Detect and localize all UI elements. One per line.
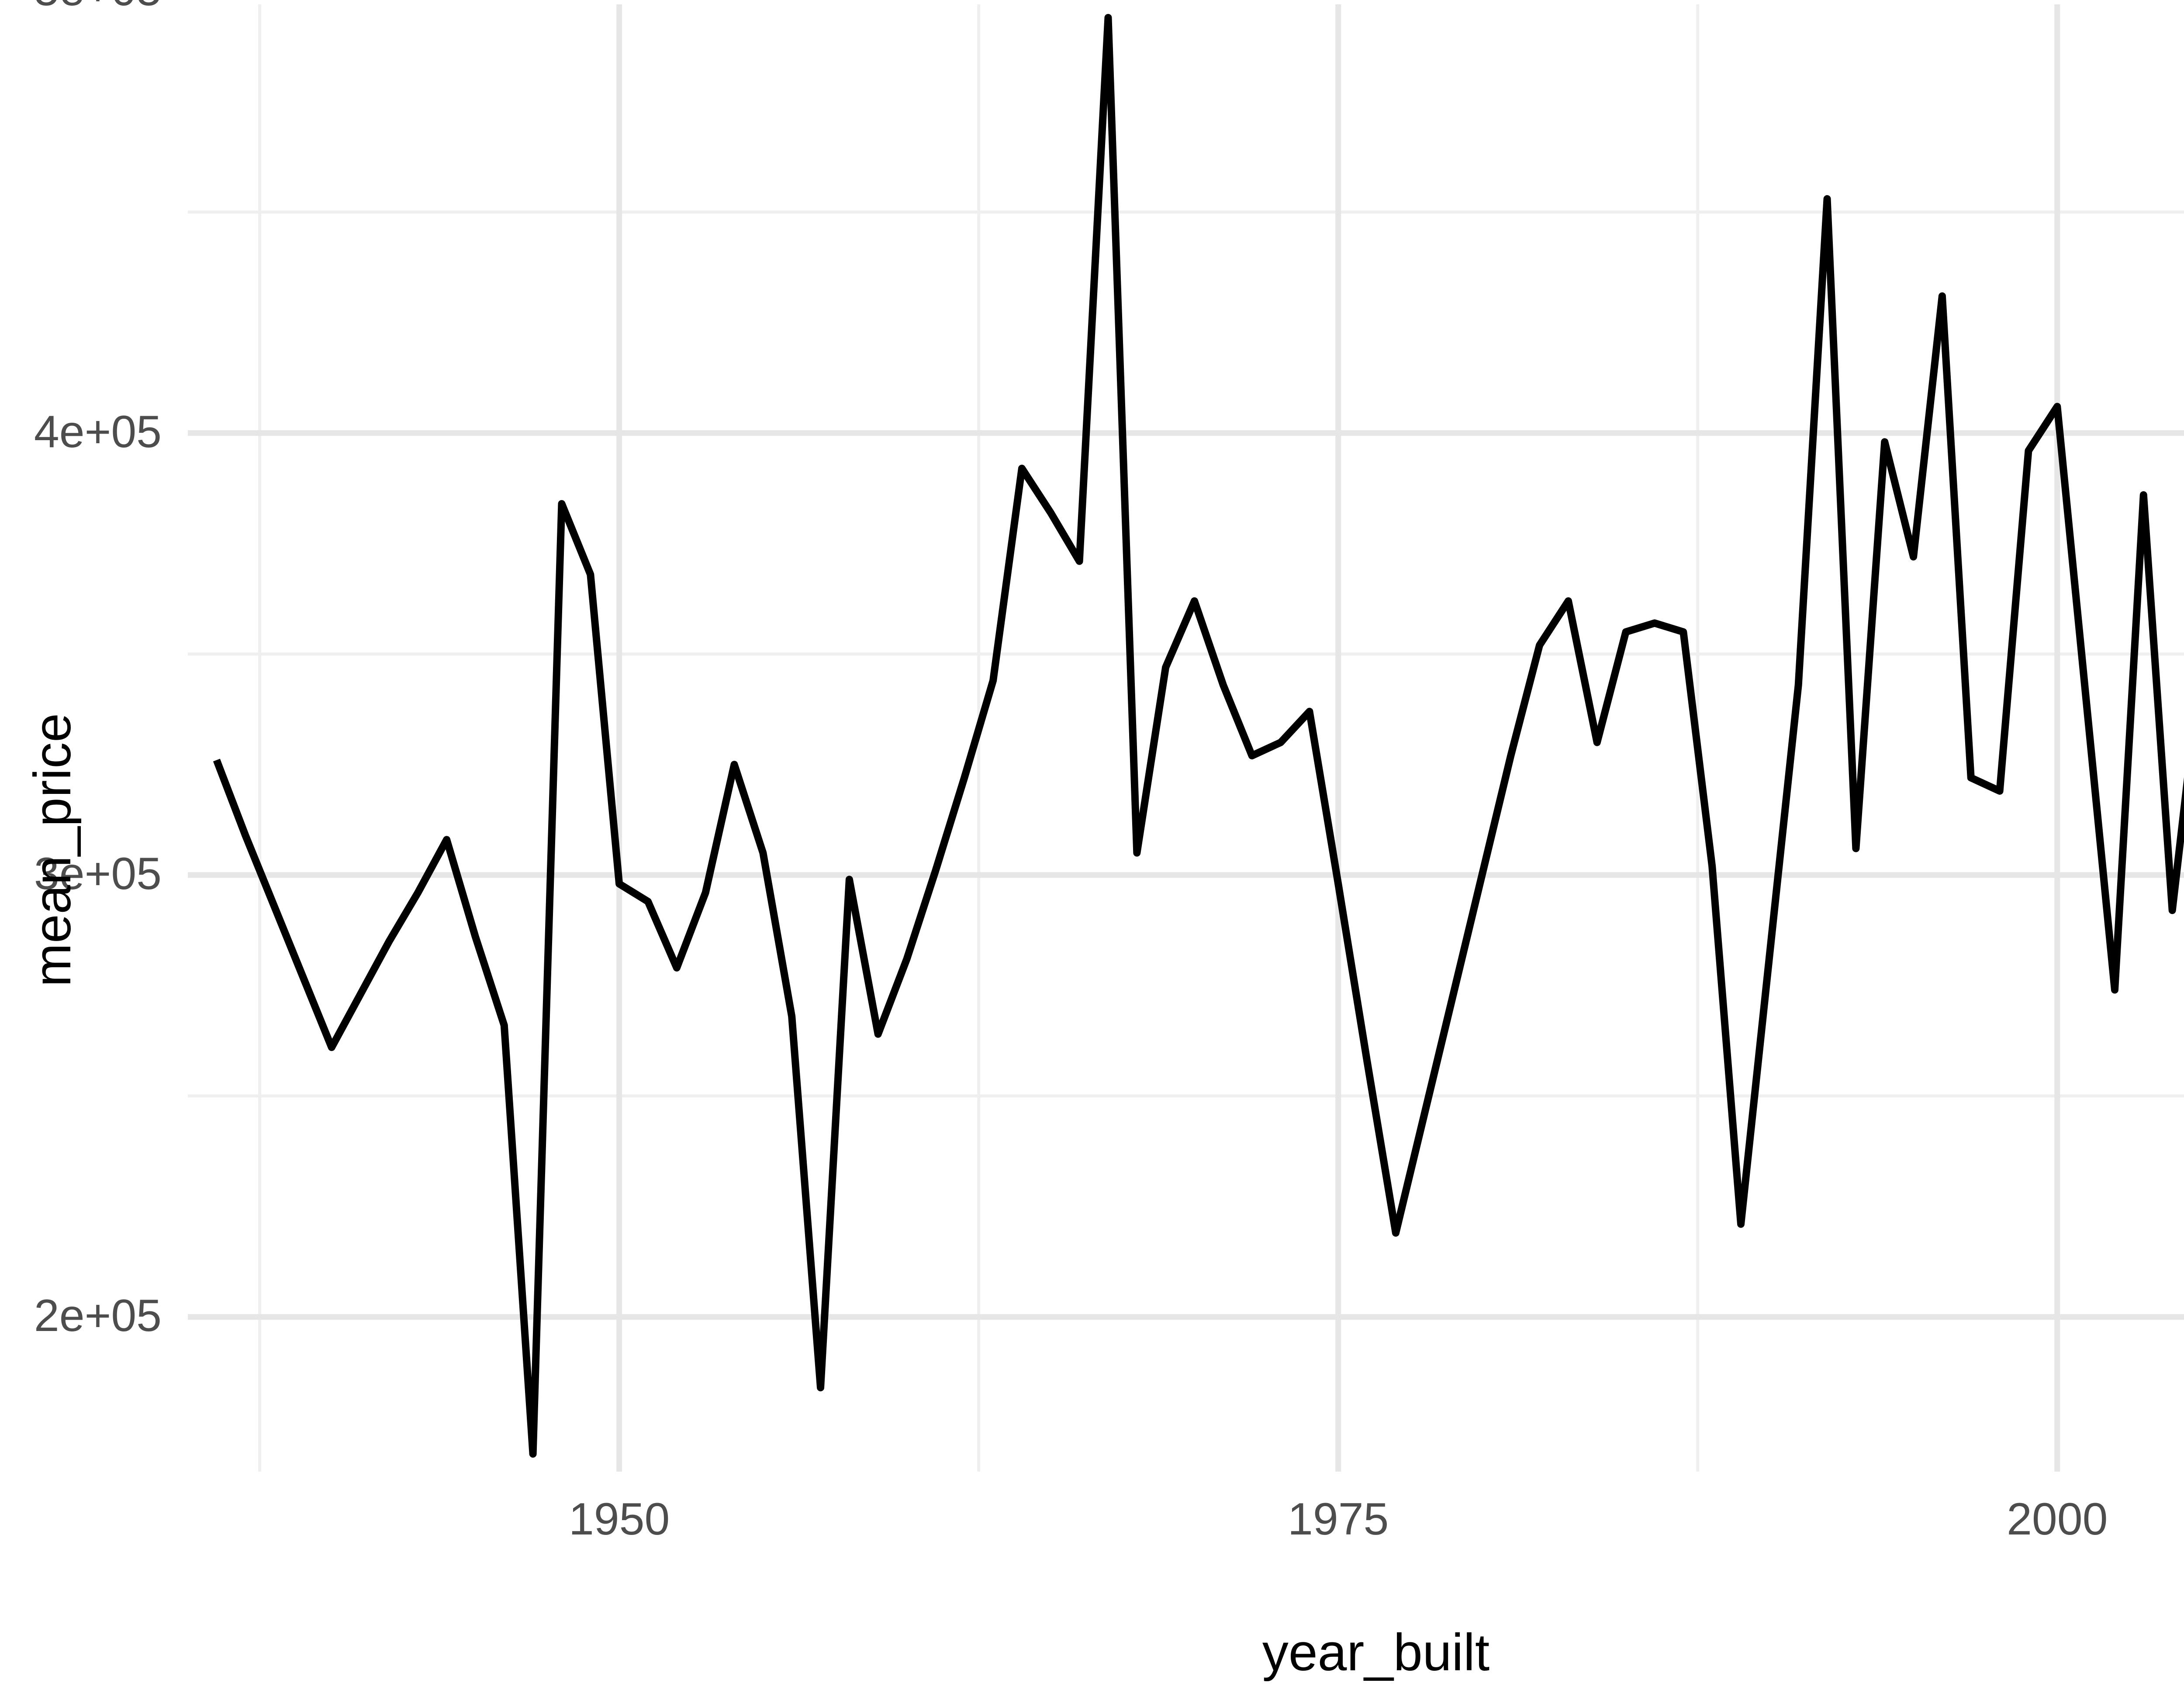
x-axis-tick-label: 2000: [2007, 1494, 2108, 1545]
series-line-layer: [213, 14, 2184, 1458]
x-axis-title-label: year_built: [1262, 1623, 1490, 1682]
plot-panel: [188, 4, 2184, 1472]
x-axis-tick-label: 1975: [1288, 1494, 1389, 1545]
y-axis-tick-label: 2e+05: [34, 1290, 162, 1341]
y-axis-tick-label: 4e+05: [34, 406, 162, 457]
x-axis-tick-label: 1950: [568, 1494, 670, 1545]
series-mean-price-line: [213, 14, 2184, 1458]
y-axis-tick-label: 5e+05: [0, 0, 162, 16]
y-axis-tick-label: 3e+05: [34, 848, 162, 899]
